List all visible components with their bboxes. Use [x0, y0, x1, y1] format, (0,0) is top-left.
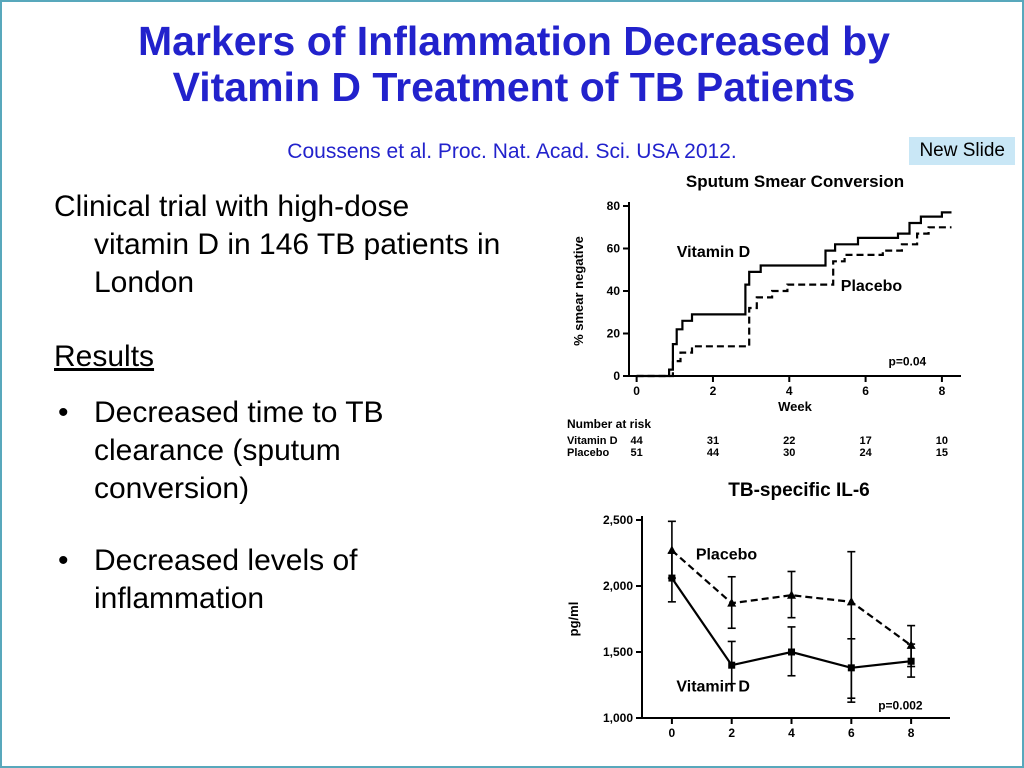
svg-text:2: 2 — [728, 726, 735, 740]
slide-body: Clinical trial with high-dose vitamin D … — [54, 188, 504, 652]
bullet-glyph: • — [58, 544, 69, 577]
svg-text:44: 44 — [631, 435, 644, 447]
sputum-smear-conversion-chart: Sputum Smear Conversion 0 20 40 60 80 0 2 4 6 8% … — [567, 172, 977, 473]
svg-text:40: 40 — [607, 284, 621, 298]
svg-text:30: 30 — [783, 447, 795, 459]
svg-text:0: 0 — [613, 369, 620, 383]
svg-text:24: 24 — [859, 447, 872, 459]
svg-text:1,000: 1,000 — [603, 711, 633, 725]
svg-text:60: 60 — [607, 242, 621, 256]
svg-text:% smear negative: % smear negative — [571, 236, 586, 346]
svg-text:17: 17 — [859, 435, 871, 447]
svg-text:20: 20 — [607, 327, 621, 341]
chart-title: TB-specific IL-6 — [728, 480, 870, 501]
tb-specific-il6-svg: 1,000 1,500 2,000 2,500 0 2 4 6 8 pg/ml Placebo Vit… — [566, 513, 950, 740]
intro-paragraph: Clinical trial with high-dose vitamin D … — [54, 190, 501, 299]
svg-text:0: 0 — [633, 384, 640, 398]
svg-text:p=0.002: p=0.002 — [878, 698, 923, 712]
svg-text:pg/ml: pg/ml — [566, 602, 581, 637]
svg-text:6: 6 — [862, 384, 869, 398]
svg-text:2,000: 2,000 — [603, 579, 633, 593]
svg-text:6: 6 — [848, 726, 855, 740]
bullet-item-2: • Decreased levels of inflammation — [54, 542, 504, 618]
svg-text:p=0.04: p=0.04 — [888, 354, 926, 368]
svg-text:Placebo: Placebo — [841, 278, 903, 295]
svg-text:10: 10 — [936, 435, 948, 447]
svg-text:80: 80 — [607, 199, 621, 213]
svg-text:Number at risk: Number at risk — [567, 417, 651, 431]
svg-text:Vitamin D: Vitamin D — [676, 679, 750, 696]
svg-text:4: 4 — [786, 384, 793, 398]
il6-chart-canvas: 1,000 1,500 2,000 2,500 0 2 4 6 8 pg/ml Placebo Vit… — [562, 508, 972, 753]
svg-text:0: 0 — [669, 726, 676, 740]
slide-title: Markers of Inflammation Decreased by Vit… — [138, 18, 890, 110]
sputum-chart-canvas: 0 20 40 60 80 0 2 4 6 8% smear negative Week Vitami… — [567, 196, 977, 473]
bullet-text: Decreased time to TB clearance (sputum c… — [94, 396, 384, 505]
svg-text:Vitamin D: Vitamin D — [677, 244, 751, 261]
svg-text:2,500: 2,500 — [603, 513, 633, 527]
svg-text:31: 31 — [707, 435, 719, 447]
svg-text:2: 2 — [710, 384, 717, 398]
svg-text:15: 15 — [936, 447, 948, 459]
svg-text:8: 8 — [939, 384, 946, 398]
svg-text:51: 51 — [631, 447, 643, 459]
bullet-glyph: • — [58, 396, 69, 429]
svg-text:44: 44 — [707, 447, 720, 459]
chart-title: Sputum Smear Conversion — [685, 172, 905, 191]
il6-chart: TB-specific IL-6 1,000 1,500 2,000 2,500 0 2 4… — [562, 480, 972, 753]
new-slide-badge: New Slide — [909, 137, 1015, 165]
bullet-item-1: • Decreased time to TB clearance (sputum… — [54, 394, 504, 508]
citation-text: Coussens et al. Proc. Nat. Acad. Sci. US… — [287, 140, 737, 163]
results-heading: Results — [54, 340, 155, 373]
svg-text:Vitamin D: Vitamin D — [567, 435, 618, 447]
bullet-text: Decreased levels of inflammation — [94, 544, 358, 615]
svg-text:8: 8 — [908, 726, 915, 740]
svg-text:Placebo: Placebo — [567, 447, 609, 459]
svg-text:1,500: 1,500 — [603, 645, 633, 659]
svg-text:Week: Week — [778, 399, 812, 414]
svg-text:4: 4 — [788, 726, 795, 740]
svg-text:Placebo: Placebo — [696, 547, 758, 564]
svg-text:22: 22 — [783, 435, 795, 447]
